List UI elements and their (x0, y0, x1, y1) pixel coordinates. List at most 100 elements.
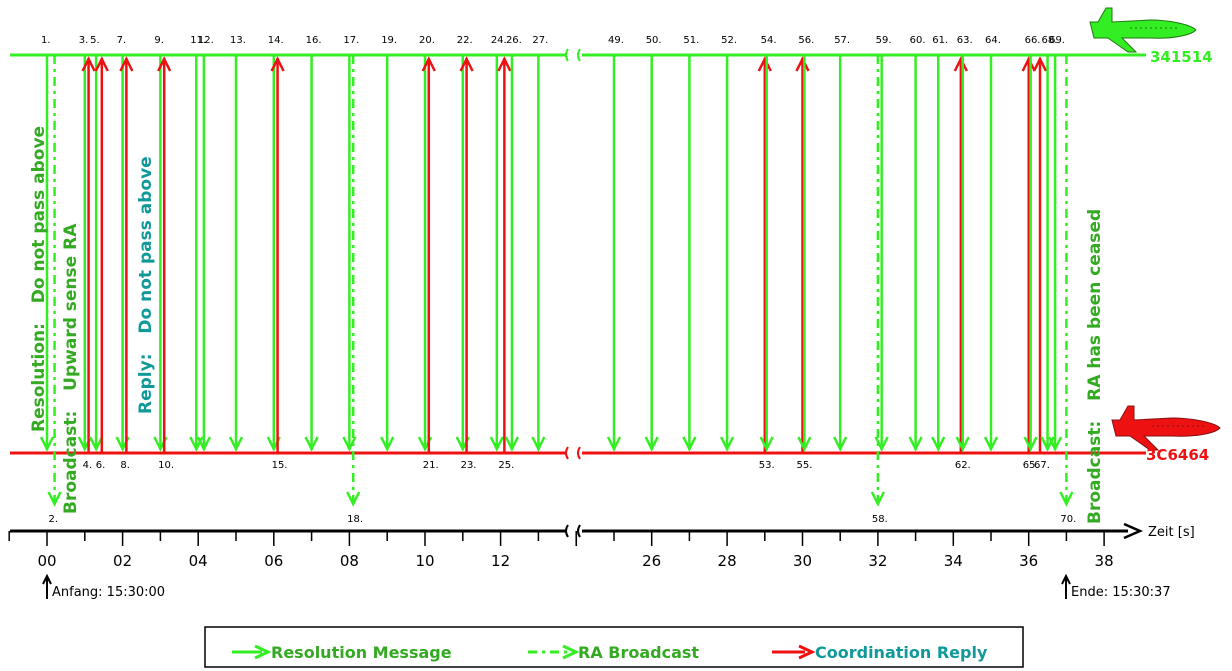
tick-label: 28 (718, 552, 737, 570)
message-number: 68. (1042, 35, 1058, 46)
resolution-arrow-head-icon (304, 436, 319, 452)
resolution-key: Resolution: (29, 323, 49, 432)
broadcast-2-key: Broadcast: (1085, 421, 1105, 524)
message-number: 69. (1049, 35, 1065, 46)
coordination-arrow-head-icon (270, 56, 285, 72)
message-70-broadcast: 70. (1059, 55, 1076, 525)
broadcast-arrow-head-icon (47, 491, 62, 507)
legend-resolution-label: Resolution Message (271, 643, 452, 662)
message-56-resolution: 56. (797, 35, 814, 452)
legend-resolution-arrow-icon (254, 644, 272, 660)
message-number: 52. (721, 35, 737, 46)
message-number: 20. (419, 35, 435, 46)
message-number: 19. (381, 35, 397, 46)
broadcast-arrow-head-icon (870, 491, 886, 507)
coordination-arrow-head-icon (459, 56, 474, 72)
message-15-coordination: 15. (270, 56, 288, 471)
message-14-resolution: 14. (266, 35, 284, 452)
message-number: 11. (190, 35, 206, 46)
message-number: 55. (797, 460, 813, 471)
reply-key: Reply: (136, 354, 156, 415)
broadcast-1-value: Upward sense RA (61, 223, 81, 391)
message-number: 15. (272, 460, 288, 471)
message-25-coordination: 25. (497, 56, 514, 471)
broadcast-arrow-head-icon (1059, 491, 1074, 507)
coordination-arrow-head-icon (757, 56, 772, 72)
resolution-arrow-head-icon (228, 436, 244, 452)
message-61-resolution: 61. (931, 35, 948, 452)
message-number: 65. (1023, 460, 1039, 471)
resolution-arrow-head-icon (682, 436, 697, 452)
message-64-resolution: 64. (983, 35, 1001, 452)
tick-label: 10 (415, 552, 434, 570)
resolution-arrow-head-icon (931, 436, 946, 452)
message-5-resolution: 5. (89, 35, 104, 452)
red-airplane-icon (1111, 405, 1221, 451)
message-18-broadcast: 18. (346, 55, 363, 525)
message-number: 8. (120, 460, 130, 471)
message-58-broadcast: 58. (870, 55, 888, 525)
message-number: 64. (985, 35, 1001, 46)
message-13-resolution: 13. (228, 35, 246, 452)
coordination-arrow-head-icon (119, 56, 134, 72)
message-53-coordination: 53. (757, 56, 775, 471)
axis-break-icon (565, 524, 581, 538)
tick-label: 32 (868, 552, 887, 570)
resolution-arrow-head-icon (489, 436, 504, 452)
message-number: 22. (457, 35, 473, 46)
broadcast-arrow-head-icon (346, 491, 361, 507)
resolution-arrow-head-icon (719, 436, 735, 452)
tick-label: 30 (793, 552, 812, 570)
tick-label: 08 (340, 552, 359, 570)
broadcast-2-value: RA has been ceased (1085, 209, 1105, 401)
message-54-resolution: 54. (759, 35, 777, 452)
message-number: 25. (498, 460, 514, 471)
coordination-arrow-head-icon (1021, 56, 1036, 72)
resolution-arrow-head-icon (874, 436, 889, 452)
resolution-arrow-head-icon (955, 436, 970, 452)
message-number: 27. (532, 35, 548, 46)
message-62-coordination: 62. (953, 56, 971, 471)
message-24-resolution: 24. (489, 35, 507, 452)
message-number: 16. (306, 35, 322, 46)
message-59-resolution: 59. (874, 35, 892, 452)
resolution-arrow-head-icon (644, 436, 659, 452)
broadcast-1-key: Broadcast: (61, 411, 81, 514)
message-number: 54. (761, 35, 777, 46)
coordination-arrow-head-icon (953, 56, 968, 72)
message-number: 5. (90, 35, 100, 46)
coordination-arrow-head-icon (421, 56, 436, 72)
message-2-broadcast: 2. (47, 55, 62, 525)
reply-label: Reply: Do not pass above (136, 156, 156, 414)
time-axis: Zeit [s] 00 02 04 06 08 10 12 26 28 30 32 34 36 38 An… (8, 522, 1195, 600)
message-60-resolution: 60. (908, 35, 926, 452)
message-number: 61. (932, 35, 948, 46)
message-63-resolution: 63. (955, 35, 973, 452)
message-20-resolution: 20. (417, 35, 435, 452)
message-number: 18. (347, 514, 363, 525)
tick-label: 02 (113, 552, 132, 570)
message-17-resolution: 17. (342, 35, 359, 452)
message-number: 24. (491, 35, 507, 46)
end-label: Ende: 15:30:37 (1071, 585, 1171, 600)
message-number: 58. (872, 514, 888, 525)
message-12-resolution: 12. (196, 35, 214, 452)
aircraft-lines (10, 48, 1146, 460)
message-number: 10. (158, 460, 174, 471)
message-number: 51. (683, 35, 699, 46)
resolution-arrow-head-icon (797, 436, 812, 452)
message-16-resolution: 16. (304, 35, 322, 452)
message-23-coordination: 23. (459, 56, 476, 471)
top-line-break-icon (565, 48, 581, 62)
message-number: 56. (798, 35, 814, 46)
message-number: 14. (268, 35, 284, 46)
tick-label: 36 (1019, 552, 1038, 570)
coordination-arrow-head-icon (81, 56, 96, 72)
legend-broadcast-label: RA Broadcast (578, 643, 699, 662)
message-22-resolution: 22. (455, 35, 473, 452)
tick-label: 34 (944, 552, 963, 570)
message-number: 66. (1025, 35, 1041, 46)
message-number: 50. (646, 35, 662, 46)
resolution-arrow-head-icon (908, 436, 923, 452)
